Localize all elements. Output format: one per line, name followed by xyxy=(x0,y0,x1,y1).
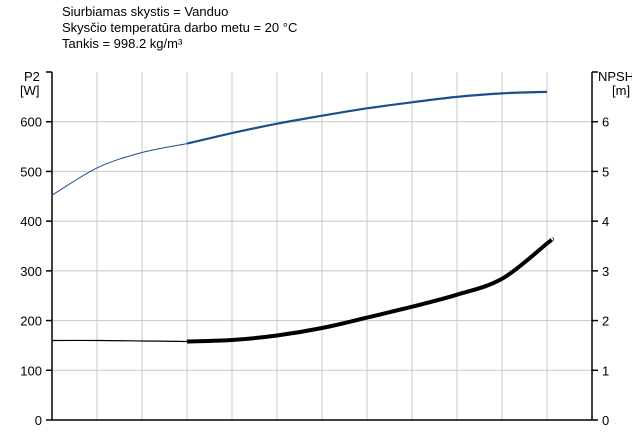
left-axis-tick-label: 100 xyxy=(20,363,42,378)
left-axis-tick-label: 0 xyxy=(35,413,42,428)
left-axis-tick-label: 500 xyxy=(20,164,42,179)
right-axis-tick-label: 3 xyxy=(602,264,609,279)
left-axis-unit: [W] xyxy=(20,83,40,98)
chart-axes xyxy=(51,72,593,421)
right-axis-tick-label: 2 xyxy=(602,314,609,329)
left-axis-ticks: 0 100 200 300 400 500 600 xyxy=(20,71,52,428)
left-axis-tick-label: 400 xyxy=(20,214,42,229)
right-axis-tick-label: 0 xyxy=(602,413,609,428)
power-curve-thick-segment xyxy=(186,90,548,145)
left-axis-tick-label: 300 xyxy=(20,264,42,279)
density-label: Tankis = 998.2 kg/m³ xyxy=(62,36,183,51)
right-axis-tick-label: 4 xyxy=(602,214,609,229)
right-axis-tick-label: 5 xyxy=(602,164,609,179)
left-axis-tick-label: 200 xyxy=(20,314,42,329)
chart-grid xyxy=(52,72,592,420)
chart-series xyxy=(51,90,555,344)
right-axis-ticks: 0 1 2 3 4 5 6 xyxy=(592,71,609,428)
npsh-curve-thin-segment xyxy=(51,339,188,343)
right-axis-tick-label: 6 xyxy=(602,115,609,130)
power-curve-thin-segment xyxy=(51,143,188,196)
left-axis-tick-label: 600 xyxy=(20,115,42,130)
npsh-curve-thick-segment xyxy=(186,237,555,344)
left-axis-title: P2 xyxy=(24,69,40,84)
temperature-label: Skysčio temperatūra darbo metu = 20 °C xyxy=(62,20,298,35)
right-axis-title: NPSH xyxy=(598,69,632,84)
right-axis-tick-label: 1 xyxy=(602,363,609,378)
right-axis-unit: [m] xyxy=(612,83,631,98)
fluid-label: Siurbiamas skystis = Vanduo xyxy=(62,4,229,19)
